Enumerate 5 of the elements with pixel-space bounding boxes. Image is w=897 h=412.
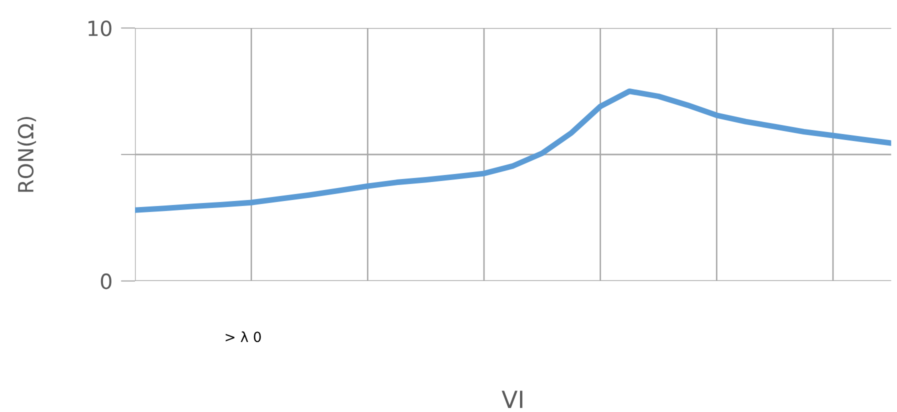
y-axis-title: RON(Ω) bbox=[18, 116, 36, 192]
x-axis-title: VI bbox=[502, 390, 522, 408]
y-tick-label: 10 bbox=[88, 20, 112, 36]
text: > λ 0 bbox=[226, 331, 261, 342]
y-tick-label: 0 bbox=[100, 273, 112, 290]
